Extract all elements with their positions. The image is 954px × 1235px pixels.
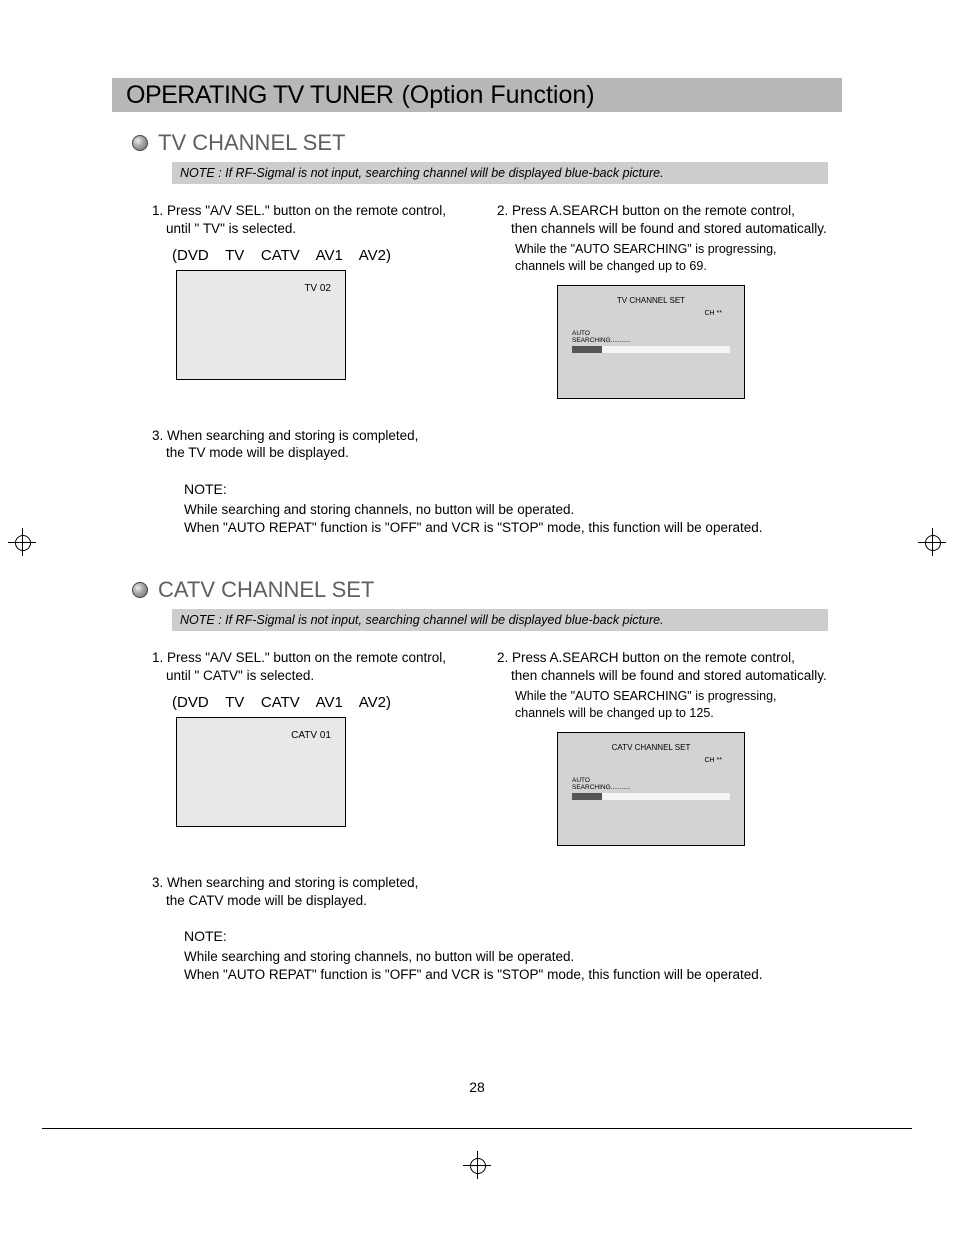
section2-note-line2: When "AUTO REPAT" function is "OFF" and … bbox=[184, 966, 842, 984]
registration-mark-left bbox=[8, 528, 36, 556]
section1-osd-auto1: AUTO bbox=[572, 330, 631, 337]
section2-osd-auto: AUTO SEARCHING........... bbox=[572, 777, 631, 791]
title-main: OPERATING TV TUNER bbox=[126, 81, 393, 110]
section1-heading: TV CHANNEL SET bbox=[158, 130, 345, 156]
section2-step1: 1. Press "A/V SEL." button on the remote… bbox=[152, 649, 487, 667]
section2-col-left: 1. Press "A/V SEL." button on the remote… bbox=[112, 649, 497, 846]
section1-columns: 1. Press "A/V SEL." button on the remote… bbox=[112, 202, 842, 399]
section2-progress-bg bbox=[572, 793, 730, 800]
section1-step3b: the TV mode will be displayed. bbox=[166, 444, 842, 462]
section1-step2c: While the "AUTO SEARCHING" is progressin… bbox=[515, 241, 832, 258]
registration-mark-right bbox=[918, 528, 946, 556]
section2-heading: CATV CHANNEL SET bbox=[158, 577, 374, 603]
section2-step1b: until " CATV" is selected. bbox=[166, 667, 487, 685]
section1-mode-list: (DVD TV CATV AV1 AV2) bbox=[172, 247, 487, 264]
section2-note-label: NOTE: bbox=[184, 927, 842, 946]
section2-columns: 1. Press "A/V SEL." button on the remote… bbox=[112, 649, 842, 846]
section2-step3: 3. When searching and storing is complet… bbox=[152, 874, 842, 892]
section1-osd-title: TV CHANNEL SET bbox=[558, 296, 744, 305]
section1-note-block: NOTE: While searching and storing channe… bbox=[184, 480, 842, 537]
section2-osd-ch: CH ** bbox=[704, 757, 722, 764]
section2-note-line1: While searching and storing channels, no… bbox=[184, 948, 842, 966]
title-sub: (Option Function) bbox=[401, 81, 594, 110]
section1-step1b: until " TV" is selected. bbox=[166, 220, 487, 238]
section2-osd-box: CATV CHANNEL SET CH ** AUTO SEARCHING...… bbox=[557, 732, 745, 846]
bullet-icon bbox=[132, 582, 148, 598]
section1-progress-bg bbox=[572, 346, 730, 353]
section1-progress-fill bbox=[572, 346, 602, 353]
section1-step2b: then channels will be found and stored a… bbox=[511, 220, 832, 238]
page-number: 28 bbox=[0, 1079, 954, 1095]
section2-screen-box: CATV 01 bbox=[176, 717, 346, 827]
section1-osd-ch: CH ** bbox=[704, 310, 722, 317]
section1-step1: 1. Press "A/V SEL." button on the remote… bbox=[152, 202, 487, 220]
content-area: OPERATING TV TUNER (Option Function) TV … bbox=[112, 78, 842, 985]
section1-step3-block: 3. When searching and storing is complet… bbox=[152, 427, 842, 462]
page: OPERATING TV TUNER (Option Function) TV … bbox=[0, 0, 954, 1235]
section2-osd-auto1: AUTO bbox=[572, 777, 631, 784]
section1-note-label: NOTE: bbox=[184, 480, 842, 499]
section1-osd-auto: AUTO SEARCHING........... bbox=[572, 330, 631, 344]
trim-line bbox=[42, 1128, 912, 1129]
section1-step2d: channels will be changed up to 69. bbox=[515, 258, 832, 275]
section2-step3-block: 3. When searching and storing is complet… bbox=[152, 874, 842, 909]
section1-step2: 2. Press A.SEARCH button on the remote c… bbox=[497, 202, 832, 220]
section2-osd-title: CATV CHANNEL SET bbox=[558, 743, 744, 752]
registration-mark-bottom bbox=[463, 1151, 491, 1179]
section2-note-block: NOTE: While searching and storing channe… bbox=[184, 927, 842, 984]
section2-note-bar: NOTE : If RF-Sigmal is not input, search… bbox=[172, 609, 828, 631]
section1-osd-auto2: SEARCHING........... bbox=[572, 337, 631, 344]
section2-progress-fill bbox=[572, 793, 602, 800]
section1-screen-box: TV 02 bbox=[176, 270, 346, 380]
section1-heading-row: TV CHANNEL SET bbox=[132, 130, 842, 156]
section2-screen-label: CATV 01 bbox=[291, 730, 331, 741]
section2-mode-list: (DVD TV CATV AV1 AV2) bbox=[172, 694, 487, 711]
section1-note-line1: While searching and storing channels, no… bbox=[184, 501, 842, 519]
section2-step2: 2. Press A.SEARCH button on the remote c… bbox=[497, 649, 832, 667]
bullet-icon bbox=[132, 135, 148, 151]
section1-note-line2: When "AUTO REPAT" function is "OFF" and … bbox=[184, 519, 842, 537]
section1-note-bar: NOTE : If RF-Sigmal is not input, search… bbox=[172, 162, 828, 184]
section1-step3: 3. When searching and storing is complet… bbox=[152, 427, 842, 445]
section1-screen-label: TV 02 bbox=[304, 283, 331, 294]
section2-step2d: channels will be changed up to 125. bbox=[515, 705, 832, 722]
title-bar: OPERATING TV TUNER (Option Function) bbox=[112, 78, 842, 112]
section1-col-right: 2. Press A.SEARCH button on the remote c… bbox=[497, 202, 842, 399]
section1-col-left: 1. Press "A/V SEL." button on the remote… bbox=[112, 202, 497, 399]
section1-osd-box: TV CHANNEL SET CH ** AUTO SEARCHING.....… bbox=[557, 285, 745, 399]
section2-step3b: the CATV mode will be displayed. bbox=[166, 892, 842, 910]
section2-heading-row: CATV CHANNEL SET bbox=[132, 577, 842, 603]
section2-col-right: 2. Press A.SEARCH button on the remote c… bbox=[497, 649, 842, 846]
section2-osd-auto2: SEARCHING........... bbox=[572, 784, 631, 791]
section2-step2c: While the "AUTO SEARCHING" is progressin… bbox=[515, 688, 832, 705]
section2-step2b: then channels will be found and stored a… bbox=[511, 667, 832, 685]
